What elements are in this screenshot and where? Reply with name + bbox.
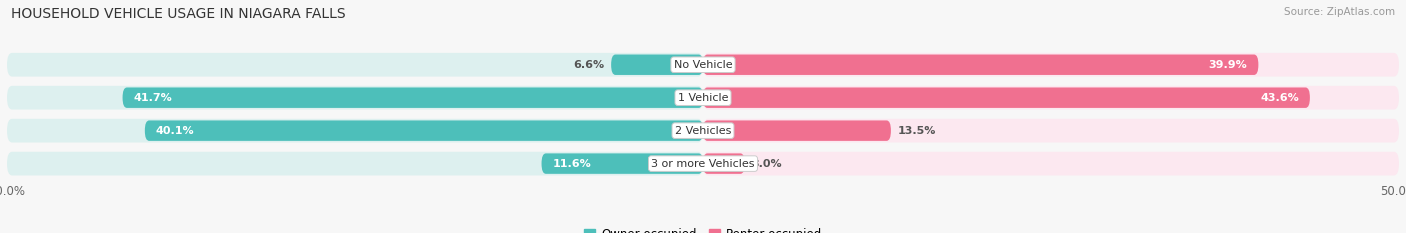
FancyBboxPatch shape (703, 53, 1399, 77)
FancyBboxPatch shape (703, 86, 1399, 110)
Text: 43.6%: 43.6% (1260, 93, 1299, 103)
Text: 11.6%: 11.6% (553, 159, 592, 169)
Text: 2 Vehicles: 2 Vehicles (675, 126, 731, 136)
FancyBboxPatch shape (7, 119, 703, 143)
FancyBboxPatch shape (703, 152, 1399, 175)
Text: No Vehicle: No Vehicle (673, 60, 733, 70)
FancyBboxPatch shape (703, 120, 891, 141)
FancyBboxPatch shape (122, 87, 703, 108)
Text: HOUSEHOLD VEHICLE USAGE IN NIAGARA FALLS: HOUSEHOLD VEHICLE USAGE IN NIAGARA FALLS (11, 7, 346, 21)
Text: 13.5%: 13.5% (898, 126, 936, 136)
FancyBboxPatch shape (703, 87, 1310, 108)
FancyBboxPatch shape (7, 86, 703, 110)
Text: Source: ZipAtlas.com: Source: ZipAtlas.com (1284, 7, 1395, 17)
Text: 6.6%: 6.6% (574, 60, 605, 70)
FancyBboxPatch shape (612, 55, 703, 75)
Text: 3.0%: 3.0% (752, 159, 782, 169)
FancyBboxPatch shape (703, 55, 1258, 75)
FancyBboxPatch shape (145, 120, 703, 141)
FancyBboxPatch shape (7, 53, 703, 77)
Text: 3 or more Vehicles: 3 or more Vehicles (651, 159, 755, 169)
Text: 1 Vehicle: 1 Vehicle (678, 93, 728, 103)
FancyBboxPatch shape (703, 119, 1399, 143)
Legend: Owner-occupied, Renter-occupied: Owner-occupied, Renter-occupied (579, 224, 827, 233)
FancyBboxPatch shape (7, 152, 703, 175)
Text: 40.1%: 40.1% (156, 126, 194, 136)
FancyBboxPatch shape (703, 153, 745, 174)
Text: 41.7%: 41.7% (134, 93, 173, 103)
FancyBboxPatch shape (541, 153, 703, 174)
Text: 39.9%: 39.9% (1209, 60, 1247, 70)
